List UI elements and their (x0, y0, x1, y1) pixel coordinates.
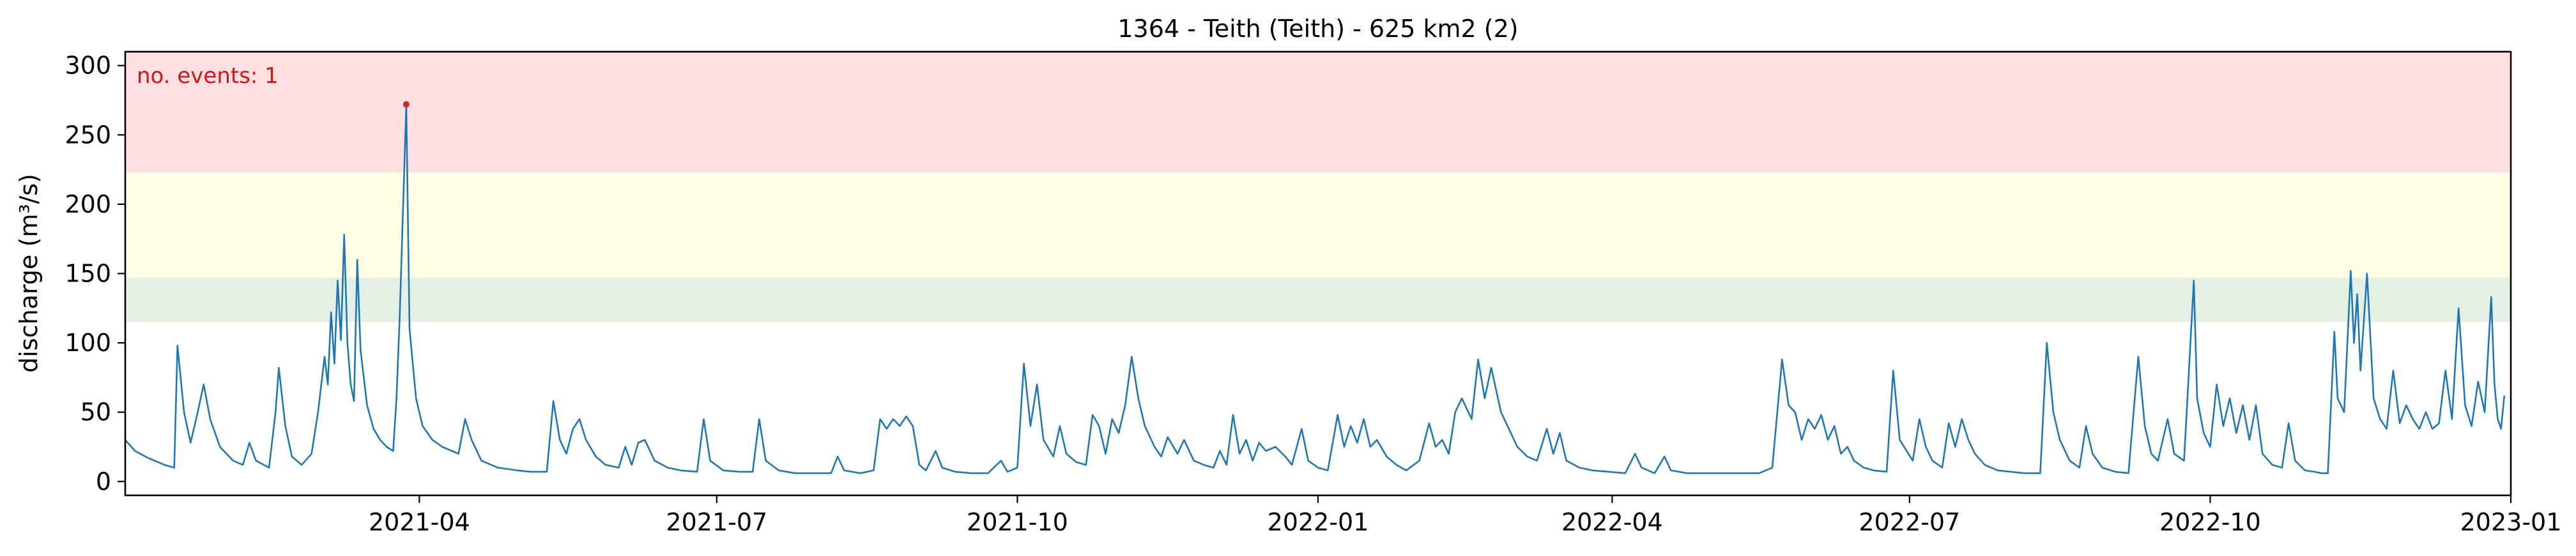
threshold-band-1 (125, 172, 2511, 278)
chart-title: 1364 - Teith (Teith) - 625 km2 (2) (1117, 15, 1518, 43)
events-count-annotation: no. events: 1 (137, 63, 279, 89)
threshold-bands (125, 52, 2511, 322)
x-axis: 2021-04 2021-07 2021-10 2022-01 2022-04 2022-… (369, 495, 2561, 536)
x-tick-label-2022-10: 2022-10 (2159, 508, 2261, 536)
y-tick-label-50: 50 (80, 398, 111, 426)
y-tick-label-0: 0 (96, 467, 111, 495)
x-tick-label-2022-04: 2022-04 (1561, 508, 1663, 536)
x-tick-label-2022-01: 2022-01 (1268, 508, 1369, 536)
threshold-band-2 (125, 52, 2511, 172)
y-axis: 0 50 100 150 200 250 300 (65, 52, 125, 495)
x-tick-label-2022-07: 2022-07 (1859, 508, 1960, 536)
event-markers (402, 101, 410, 108)
event-marker-0 (402, 101, 410, 108)
x-tick-label-2021-07: 2021-07 (666, 508, 767, 536)
threshold-band-0 (125, 278, 2511, 322)
x-tick-label-2023-01: 2023-01 (2460, 508, 2562, 536)
y-tick-label-150: 150 (65, 260, 111, 288)
y-tick-label-250: 250 (65, 121, 111, 149)
y-tick-label-300: 300 (65, 52, 111, 80)
discharge-line-0 (125, 103, 2506, 474)
y-tick-label-100: 100 (65, 329, 111, 357)
x-tick-label-2021-10: 2021-10 (967, 508, 1068, 536)
y-axis-label: discharge (m³/s) (15, 174, 43, 373)
y-tick-label-200: 200 (65, 190, 111, 218)
x-tick-label-2021-04: 2021-04 (369, 508, 470, 536)
discharge-series (125, 103, 2506, 474)
